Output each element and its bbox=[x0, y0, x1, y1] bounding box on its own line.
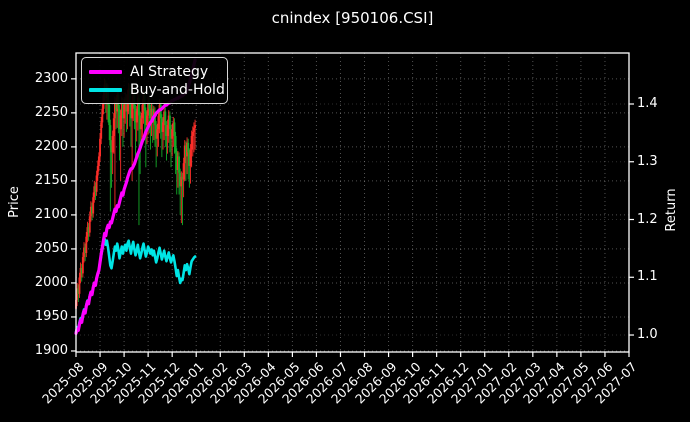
return-tick-label: 1.1 bbox=[637, 269, 658, 285]
price-tick-label: 2000 bbox=[34, 274, 68, 290]
price-tick-label: 1950 bbox=[34, 308, 68, 324]
price-tick-label: 1900 bbox=[34, 342, 68, 358]
return-tick-label: 1.0 bbox=[637, 327, 658, 343]
price-tick-label: 2050 bbox=[34, 240, 68, 256]
buy-and-hold-line-swatch bbox=[89, 88, 122, 92]
price-tick-label: 2300 bbox=[34, 70, 68, 86]
price-tick-label: 2100 bbox=[34, 206, 68, 222]
chart-title: cnindex [950106.CSI] bbox=[271, 9, 434, 27]
return-tick-label: 1.3 bbox=[637, 153, 658, 169]
return-tick-label: 1.4 bbox=[637, 95, 658, 111]
price-tick-label: 2150 bbox=[34, 172, 68, 188]
legend-label: Buy-and-Hold bbox=[130, 82, 225, 98]
legend-label: AI Strategy bbox=[130, 64, 209, 80]
price-tick-label: 2250 bbox=[34, 104, 68, 120]
legend-item-ai-strategy: AI Strategy bbox=[89, 63, 219, 81]
legend-item-buy-and-hold: Buy-and-Hold bbox=[89, 81, 225, 99]
left-axis-label: Price bbox=[7, 186, 22, 218]
return-tick-label: 1.2 bbox=[637, 211, 658, 227]
legend: AI Strategy Buy-and-Hold bbox=[81, 57, 228, 104]
ai-strategy-line-swatch bbox=[89, 70, 122, 74]
price-tick-label: 2200 bbox=[34, 138, 68, 154]
